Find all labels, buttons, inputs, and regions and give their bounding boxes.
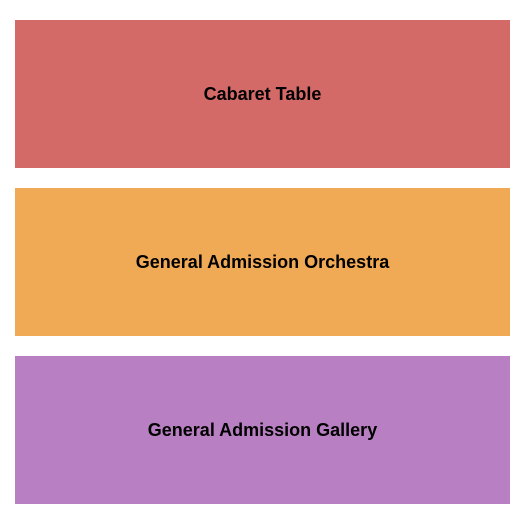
section-label: Cabaret Table	[204, 84, 322, 105]
section-label: General Admission Gallery	[148, 420, 377, 441]
seating-chart: Cabaret Table General Admission Orchestra…	[15, 20, 510, 504]
seating-section-1[interactable]: General Admission Orchestra	[15, 188, 510, 336]
section-label: General Admission Orchestra	[136, 252, 389, 273]
seating-section-0[interactable]: Cabaret Table	[15, 20, 510, 168]
seating-section-2[interactable]: General Admission Gallery	[15, 356, 510, 504]
